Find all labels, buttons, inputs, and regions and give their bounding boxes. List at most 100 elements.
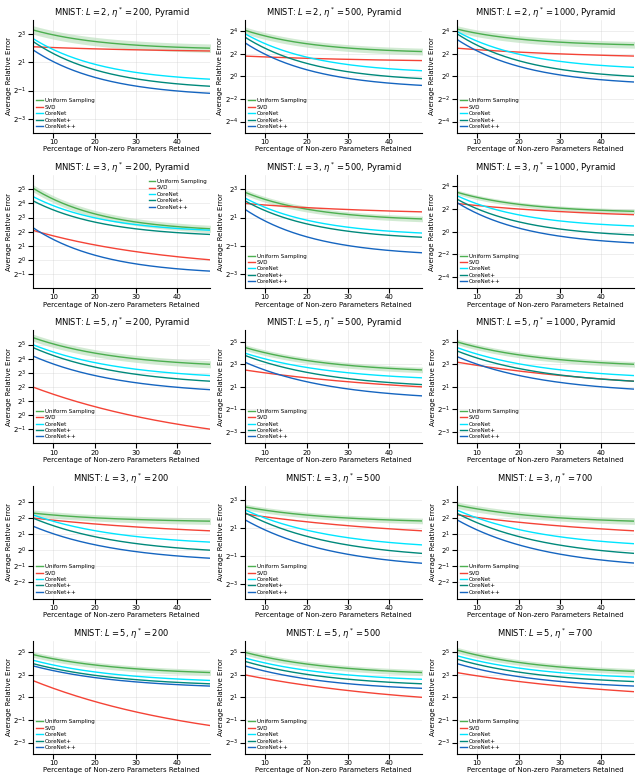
Line: Uniform Sampling: Uniform Sampling bbox=[33, 188, 211, 229]
CoreNet++ bbox=[198, 553, 205, 562]
Line: Uniform Sampling: Uniform Sampling bbox=[244, 30, 422, 51]
SVD bbox=[62, 516, 70, 526]
CoreNet bbox=[248, 351, 255, 360]
SVD bbox=[274, 201, 282, 210]
Legend: Uniform Sampling, SVD, CoreNet, CoreNet+, CoreNet++: Uniform Sampling, SVD, CoreNet, CoreNet+… bbox=[246, 562, 308, 597]
Legend: Uniform Sampling, SVD, CoreNet, CoreNet+, CoreNet++: Uniform Sampling, SVD, CoreNet, CoreNet+… bbox=[34, 96, 97, 131]
SVD bbox=[252, 52, 259, 62]
SVD bbox=[419, 56, 426, 65]
CoreNet++ bbox=[463, 662, 471, 671]
Uniform Sampling bbox=[486, 30, 493, 40]
SVD bbox=[207, 46, 214, 55]
Line: SVD: SVD bbox=[33, 47, 211, 51]
Y-axis label: Average Relative Error: Average Relative Error bbox=[429, 37, 435, 115]
CoreNet bbox=[616, 220, 623, 230]
X-axis label: Percentage of Non-zero Parameters Retained: Percentage of Non-zero Parameters Retain… bbox=[255, 767, 412, 774]
CoreNet bbox=[252, 656, 259, 665]
Legend: Uniform Sampling, SVD, CoreNet, CoreNet+, CoreNet++: Uniform Sampling, SVD, CoreNet, CoreNet+… bbox=[458, 96, 521, 131]
CoreNet++ bbox=[452, 34, 460, 44]
Uniform Sampling bbox=[29, 650, 36, 659]
Uniform Sampling bbox=[452, 645, 460, 654]
Uniform Sampling bbox=[252, 346, 259, 355]
CoreNet+ bbox=[616, 71, 623, 80]
CoreNet++ bbox=[207, 89, 214, 98]
CoreNet+ bbox=[500, 213, 508, 223]
CoreNet+ bbox=[419, 74, 426, 83]
SVD bbox=[207, 256, 214, 265]
Uniform Sampling bbox=[191, 224, 199, 233]
X-axis label: Percentage of Non-zero Parameters Retained: Percentage of Non-zero Parameters Retain… bbox=[43, 457, 200, 463]
CoreNet bbox=[36, 196, 44, 205]
CoreNet+ bbox=[403, 548, 411, 557]
Uniform Sampling bbox=[198, 516, 205, 526]
Uniform Sampling bbox=[621, 206, 629, 216]
CoreNet bbox=[191, 675, 199, 685]
SVD bbox=[29, 382, 36, 392]
CoreNet bbox=[29, 340, 36, 349]
Uniform Sampling bbox=[460, 26, 467, 35]
Uniform Sampling bbox=[616, 206, 623, 216]
Line: CoreNet+: CoreNet+ bbox=[244, 37, 422, 79]
X-axis label: Percentage of Non-zero Parameters Retained: Percentage of Non-zero Parameters Retain… bbox=[467, 767, 624, 774]
CoreNet+ bbox=[419, 548, 426, 558]
CoreNet+ bbox=[630, 72, 638, 81]
CoreNet++ bbox=[403, 390, 411, 400]
Uniform Sampling bbox=[630, 516, 638, 526]
CoreNet+ bbox=[616, 676, 623, 686]
Uniform Sampling bbox=[36, 188, 44, 197]
CoreNet+ bbox=[410, 548, 417, 558]
Uniform Sampling bbox=[288, 202, 296, 211]
CoreNet bbox=[76, 665, 84, 675]
SVD bbox=[403, 692, 411, 701]
Legend: Uniform Sampling, SVD, CoreNet, CoreNet+, CoreNet++: Uniform Sampling, SVD, CoreNet, CoreNet+… bbox=[34, 717, 97, 753]
CoreNet+ bbox=[36, 199, 44, 209]
CoreNet++ bbox=[403, 247, 411, 256]
SVD bbox=[29, 513, 36, 523]
CoreNet++ bbox=[76, 246, 84, 256]
SVD bbox=[288, 202, 296, 211]
X-axis label: Percentage of Non-zero Parameters Retained: Percentage of Non-zero Parameters Retain… bbox=[255, 301, 412, 308]
Title: MNIST: $L = 5$, $\eta^* = 200$, Pyramid: MNIST: $L = 5$, $\eta^* = 200$, Pyramid bbox=[54, 316, 189, 330]
Uniform Sampling bbox=[62, 33, 70, 42]
CoreNet bbox=[29, 192, 36, 201]
CoreNet++ bbox=[29, 661, 36, 671]
CoreNet++ bbox=[452, 515, 460, 524]
CoreNet+ bbox=[288, 55, 296, 64]
CoreNet++ bbox=[76, 68, 84, 77]
Uniform Sampling bbox=[40, 652, 47, 661]
SVD bbox=[274, 370, 282, 379]
Uniform Sampling bbox=[198, 224, 205, 233]
CoreNet+ bbox=[274, 523, 282, 532]
CoreNet+ bbox=[274, 49, 282, 58]
Title: MNIST: $L = 3$, $\eta^* = 500$: MNIST: $L = 3$, $\eta^* = 500$ bbox=[285, 471, 381, 485]
CoreNet++ bbox=[452, 198, 460, 207]
CoreNet++ bbox=[288, 671, 296, 681]
Y-axis label: Average Relative Error: Average Relative Error bbox=[429, 192, 435, 270]
SVD bbox=[460, 44, 467, 54]
SVD bbox=[40, 514, 47, 523]
Uniform Sampling bbox=[241, 343, 248, 352]
Uniform Sampling bbox=[460, 339, 467, 348]
CoreNet bbox=[191, 370, 199, 379]
SVD bbox=[248, 199, 255, 209]
SVD bbox=[621, 51, 629, 61]
SVD bbox=[419, 526, 426, 535]
Line: CoreNet++: CoreNet++ bbox=[33, 666, 211, 686]
SVD bbox=[403, 56, 411, 65]
Legend: Uniform Sampling, SVD, CoreNet, CoreNet+, CoreNet++: Uniform Sampling, SVD, CoreNet, CoreNet+… bbox=[458, 252, 521, 287]
Uniform Sampling bbox=[486, 506, 493, 516]
Line: CoreNet: CoreNet bbox=[33, 196, 211, 231]
Line: CoreNet++: CoreNet++ bbox=[456, 357, 634, 390]
CoreNet+ bbox=[36, 516, 44, 526]
SVD bbox=[76, 518, 84, 527]
CoreNet bbox=[252, 509, 259, 519]
Uniform Sampling bbox=[419, 47, 426, 56]
SVD bbox=[486, 673, 493, 682]
X-axis label: Percentage of Non-zero Parameters Retained: Percentage of Non-zero Parameters Retain… bbox=[467, 301, 624, 308]
SVD bbox=[452, 668, 460, 677]
CoreNet bbox=[207, 226, 214, 235]
SVD bbox=[207, 526, 214, 535]
Uniform Sampling bbox=[62, 199, 70, 209]
CoreNet bbox=[630, 672, 638, 682]
CoreNet bbox=[241, 505, 248, 514]
